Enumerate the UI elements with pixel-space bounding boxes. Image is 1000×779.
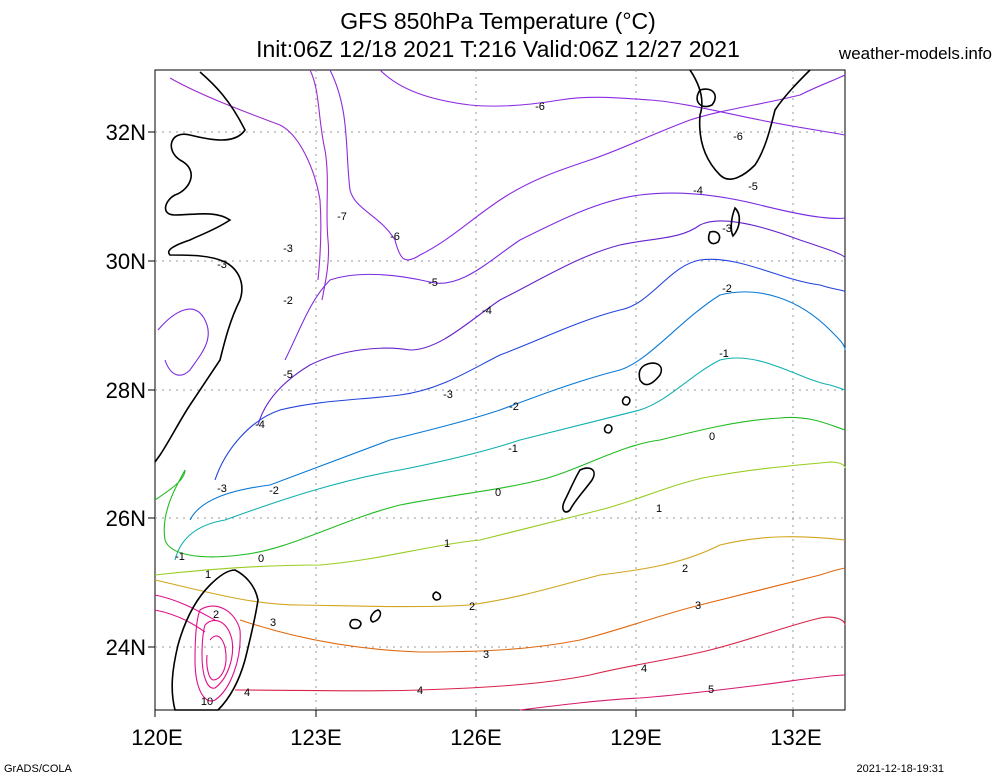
contour-label: -6 <box>390 231 400 243</box>
contour-neg6b <box>379 69 846 136</box>
contour-label: -5 <box>748 181 758 193</box>
lon-label: 120E <box>131 725 182 750</box>
lon-label: 129E <box>610 725 661 750</box>
contour-label: -3 <box>283 243 293 255</box>
footer-timestamp: 2021-12-18-19:31 <box>856 763 944 775</box>
tokara <box>603 396 631 434</box>
lon-label: 132E <box>770 725 821 750</box>
contour-neg4 <box>257 220 846 426</box>
contour-0 <box>154 416 846 558</box>
cheju <box>696 88 716 108</box>
lon-label: 126E <box>450 725 501 750</box>
contour-label: 0 <box>258 553 264 565</box>
tanegashima <box>730 206 741 238</box>
lat-label: 28N <box>106 378 146 403</box>
contour-2 <box>154 536 846 608</box>
contour-1 <box>154 461 846 576</box>
contour-label: -6 <box>733 131 743 143</box>
daito <box>432 591 442 601</box>
contour-label: -2 <box>283 295 293 307</box>
contour-label: -2 <box>722 283 732 295</box>
contour-label: 4 <box>417 685 423 697</box>
contour-label: -3 <box>722 223 732 235</box>
contour-label: 2 <box>682 563 688 575</box>
lat-labels: 32N 30N 28N 26N 24N <box>106 120 146 660</box>
contour-neg2 <box>189 291 846 521</box>
coastlines <box>154 69 811 711</box>
contour-label: -3 <box>217 259 227 271</box>
yakushima <box>707 230 721 245</box>
contour-label: -4 <box>255 419 265 431</box>
contour-lines <box>154 69 846 711</box>
contour-label: -5 <box>283 369 293 381</box>
contour-warm-2 <box>201 620 234 689</box>
contour-label: -6 <box>535 101 545 113</box>
contour-neg5-west <box>157 308 209 376</box>
contour-label: 1 <box>656 503 662 515</box>
lat-label: 30N <box>106 249 146 274</box>
contour-label: -1 <box>719 348 729 360</box>
contour-label: 4 <box>244 687 250 699</box>
contour-label: -7 <box>337 211 347 223</box>
axis-ticks <box>148 131 794 717</box>
lat-label: 32N <box>106 120 146 145</box>
contour-label: 1 <box>444 538 450 550</box>
ishigaki <box>349 618 362 630</box>
miyako <box>370 609 382 623</box>
title-line-1: GFS 850hPa Temperature (°C) <box>340 8 656 34</box>
contour-label: -3 <box>217 483 227 495</box>
contour-label: -3 <box>443 389 453 401</box>
contour-label: 0 <box>495 487 501 499</box>
contour-label: 3 <box>483 649 489 661</box>
contour-neg7 <box>169 77 322 281</box>
contour-3 <box>239 567 846 653</box>
graticule <box>155 70 845 710</box>
contour-label: -1 <box>508 443 518 455</box>
contour-label: 3 <box>695 600 701 612</box>
lat-label: 26N <box>106 506 146 531</box>
contour-label: 1 <box>205 569 211 581</box>
contour-label: -2 <box>509 401 519 413</box>
japan-kyushu <box>689 69 811 180</box>
contour-neg1 <box>174 357 846 561</box>
okinawa <box>562 467 595 513</box>
amami <box>638 362 663 386</box>
footer-credit: GrADS/COLA <box>4 763 72 775</box>
contour-label: -5 <box>428 277 438 289</box>
contour-label: -2 <box>269 485 279 497</box>
china-coast <box>154 71 246 463</box>
contour-4 <box>234 616 846 692</box>
contour-label: -4 <box>482 305 492 317</box>
site-credit: weather-models.info <box>838 44 992 63</box>
contour-neg3 <box>214 258 846 481</box>
contour-neg7b <box>309 69 330 301</box>
lon-label: 123E <box>290 725 341 750</box>
contour-label: -4 <box>693 185 703 197</box>
contour-label: 4 <box>641 663 647 675</box>
contour-label: 2 <box>213 609 219 621</box>
title-line-2: Init:06Z 12/18 2021 T:216 Valid:06Z 12/2… <box>256 36 740 62</box>
contour-warm-1 <box>194 605 241 702</box>
contour-label: 2 <box>469 601 475 613</box>
contour-warm-4 <box>154 594 216 633</box>
contour-label: -1 <box>175 551 185 563</box>
contour-warm-3 <box>206 635 227 681</box>
contour-labels: -7 -6 -6 -6 -5 -5 -5 -4 -4 -4 -3 -3 -3 -… <box>175 101 758 708</box>
lat-label: 24N <box>106 635 146 660</box>
lon-labels: 120E 123E 126E 129E 132E <box>131 725 821 750</box>
contour-label: 5 <box>708 684 714 696</box>
contour-label: 10 <box>201 696 213 708</box>
contour-5 <box>519 674 846 711</box>
contour-label: 0 <box>709 431 715 443</box>
contour-neg6 <box>329 69 846 261</box>
contour-label: 3 <box>270 617 276 629</box>
contour-neg5 <box>284 192 846 361</box>
taiwan <box>171 569 259 711</box>
